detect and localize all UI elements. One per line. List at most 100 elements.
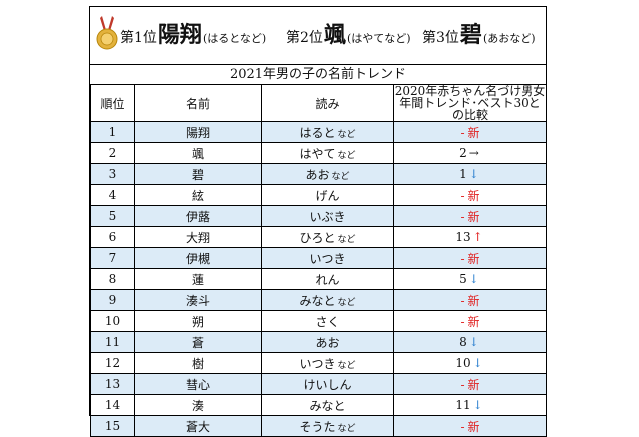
name-cell: 湊: [134, 394, 262, 416]
header-reading: 読み: [261, 84, 394, 122]
name-cell: 蓮: [134, 268, 262, 290]
rank-cell: 10: [90, 310, 135, 332]
reading-note: など: [337, 234, 356, 245]
trend-cell: -新: [393, 184, 547, 206]
reading-text: みなと: [299, 293, 336, 308]
rank-cell: 14: [90, 394, 135, 416]
reading-cell: はやて など: [261, 142, 394, 164]
name-cell: 蒼: [134, 331, 262, 353]
reading-cell: あお など: [261, 163, 394, 185]
down-arrow-icon: ↓: [472, 398, 483, 412]
reading-text: はやて: [299, 146, 336, 161]
table-title: 2021年男の子の名前トレンド: [90, 64, 546, 85]
table-row: 8 蓮 れん 5 ↓: [90, 268, 547, 290]
no-previous-dash: -: [460, 125, 465, 140]
header-rank: 順位: [90, 84, 135, 122]
trend-cell: 11 ↓: [393, 394, 547, 416]
no-previous-dash: -: [460, 251, 465, 266]
reading-cell: いつき: [261, 247, 394, 269]
reading-text: けいしん: [303, 377, 352, 392]
reading-cell: ひろと など: [261, 226, 394, 248]
name-cell: 彗心: [134, 373, 262, 395]
table-row: 1 陽翔 はると など - 新: [90, 121, 547, 143]
reading-text: ひろと: [299, 230, 336, 245]
previous-rank: 10: [455, 356, 471, 370]
rank1-reading: (はるとなど): [202, 32, 267, 45]
reading-cell: れん: [261, 268, 394, 290]
no-previous-dash: -: [460, 293, 465, 308]
table-row: 13 彗心 けいしん - 新: [90, 373, 547, 395]
trend-cell: -新: [393, 310, 547, 332]
name-cell: 絃: [134, 184, 262, 206]
trend-cell: -新: [393, 415, 547, 437]
reading-note: など: [337, 297, 356, 308]
down-arrow-icon: ↓: [468, 167, 479, 181]
no-previous-dash: -: [460, 188, 465, 203]
ranking-panel: 第1位 陽翔 (はるとなど) 第2位 颯 (はやてなど) 第3位 碧 (あおなど…: [89, 6, 547, 437]
trend-cell: 5 ↓: [393, 268, 547, 290]
trend-cell: 13 ↑: [393, 226, 547, 248]
header-trend-line1: 2020年赤ちゃん名づけ男女: [394, 84, 546, 98]
new-entry-label: 新: [467, 293, 480, 308]
reading-note: など: [331, 171, 350, 182]
previous-rank: 1: [459, 167, 467, 181]
header-trend: 2020年赤ちゃん名づけ男女 年間トレンド･ベスト30との比較: [393, 84, 547, 122]
rank-cell: 3: [90, 163, 135, 185]
reading-text: はると: [299, 125, 336, 140]
name-cell: 颯: [134, 142, 262, 164]
rank2-name: 颯: [323, 22, 346, 48]
name-cell: 樹: [134, 352, 262, 374]
down-arrow-icon: ↓: [468, 272, 479, 286]
rank-cell: 7: [90, 247, 135, 269]
reading-text: さく: [315, 314, 340, 329]
new-entry-label: 新: [467, 314, 480, 329]
down-arrow-icon: ↓: [472, 356, 483, 370]
new-entry-label: 新: [467, 377, 480, 392]
reading-text: いぶき: [309, 209, 346, 224]
table-row: 12 樹いつき など 10 ↓: [90, 352, 547, 374]
rank1-label: 第1位: [120, 30, 157, 46]
rank2-reading: (はやてなど): [346, 32, 411, 45]
name-cell: 大翔: [134, 226, 262, 248]
no-previous-dash: -: [460, 209, 465, 224]
table-row: 7 伊槻 いつき - 新: [90, 247, 547, 269]
table-row: 6 大翔 ひろと など 13 ↑: [90, 226, 547, 248]
table-row: 2 颯はやて など 2 →: [90, 142, 547, 164]
no-previous-dash: -: [460, 314, 465, 329]
trend-cell: -新: [393, 373, 547, 395]
name-cell: 朔: [134, 310, 262, 332]
reading-cell: いつき など: [261, 352, 394, 374]
rank-cell: 5: [90, 205, 135, 227]
rank3-name: 碧: [459, 22, 482, 48]
rank3-entry: 第3位 碧 (あおなど): [422, 17, 536, 49]
rank-cell: 1: [90, 121, 135, 143]
reading-note: など: [337, 150, 356, 161]
reading-cell: けいしん: [261, 373, 394, 395]
trend-cell: -新: [393, 247, 547, 269]
rank1-name: 陽翔: [157, 22, 202, 48]
no-previous-dash: -: [460, 419, 465, 434]
header-row: 順位 名前 読み 2020年赤ちゃん名づけ男女 年間トレンド･ベスト30との比較: [90, 84, 547, 122]
rank-cell: 6: [90, 226, 135, 248]
reading-cell: みなと など: [261, 289, 394, 311]
reading-cell: いぶき: [261, 205, 394, 227]
reading-note: など: [337, 423, 356, 434]
table-row: 9 湊斗 みなと など - 新: [90, 289, 547, 311]
new-entry-label: 新: [467, 125, 480, 140]
no-previous-dash: -: [460, 377, 465, 392]
table-row: 14 湊 みなと 11 ↓: [90, 394, 547, 416]
previous-rank: 11: [455, 398, 471, 412]
table-row: 3 碧あお など 1 ↓: [90, 163, 547, 185]
reading-cell: げん: [261, 184, 394, 206]
reading-text: そうた: [299, 419, 336, 434]
name-cell: 湊斗: [134, 289, 262, 311]
reading-cell: みなと: [261, 394, 394, 416]
rank-cell: 9: [90, 289, 135, 311]
reading-text: いつき: [309, 251, 346, 266]
new-entry-label: 新: [467, 188, 480, 203]
reading-cell: あお: [261, 331, 394, 353]
top3-banner: 第1位 陽翔 (はるとなど) 第2位 颯 (はやてなど) 第3位 碧 (あおなど…: [90, 7, 546, 59]
table-row: 11 蒼 あお 8 ↓: [90, 331, 547, 353]
reading-cell: さく: [261, 310, 394, 332]
rank-cell: 15: [90, 415, 135, 437]
